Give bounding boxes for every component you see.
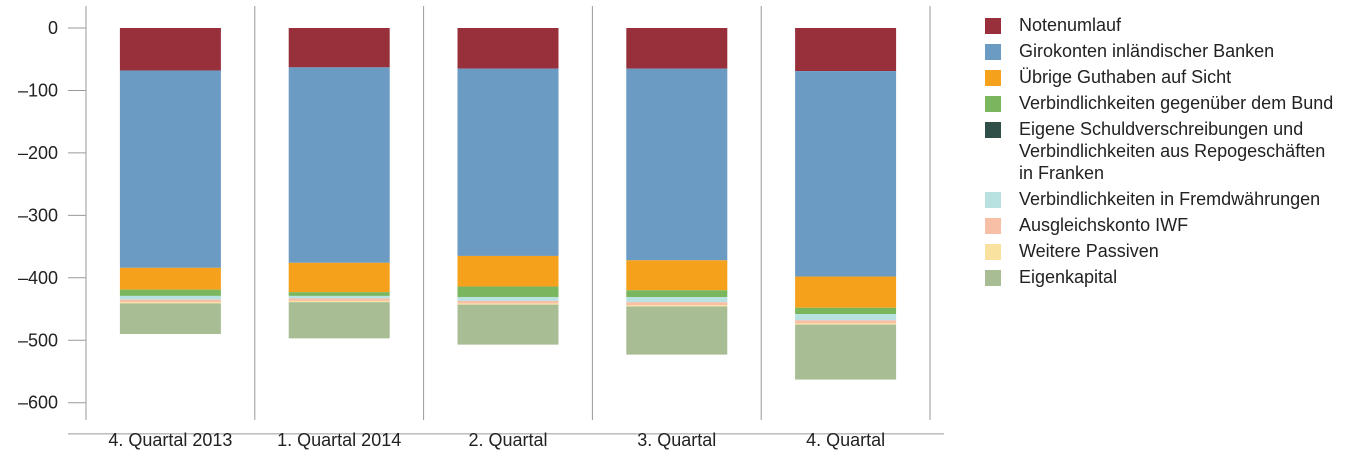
x-category-label: 4. Quartal 2013: [108, 430, 232, 450]
bar-segment: [626, 305, 728, 307]
legend-label: Ausgleichskonto IWF: [1019, 215, 1189, 235]
legend-item: Eigenkapital: [985, 266, 1335, 288]
legend-swatch: [985, 218, 1001, 234]
bar-segment: [795, 307, 897, 315]
legend-item: Übrige Guthaben auf Sicht: [985, 66, 1335, 88]
bar-segment: [626, 260, 728, 291]
y-tick-label: –400: [18, 268, 58, 288]
bar-segment: [119, 289, 221, 296]
legend-label: Weitere Passiven: [1019, 241, 1159, 261]
bar-segment: [288, 295, 390, 299]
legend-swatch: [985, 192, 1001, 208]
bar-segment: [288, 262, 390, 293]
x-category-label: 2. Quartal: [468, 430, 547, 450]
bar-segment: [795, 320, 897, 324]
legend-label: Übrige Guthaben auf Sicht: [1019, 67, 1232, 87]
legend-item: Eigene Schuldverschreibungen und Verbind…: [985, 118, 1335, 184]
y-tick-label: –200: [18, 143, 58, 163]
bars: [119, 28, 897, 380]
bar-segment: [288, 292, 390, 296]
legend-label: Verbindlichkeiten gegenüber dem Bund: [1019, 93, 1334, 113]
x-category-label: 3. Quartal: [637, 430, 716, 450]
legend-label: Girokonten inländischer Banken: [1019, 41, 1275, 61]
bar-segment: [119, 70, 221, 268]
legend: Notenumlauf Girokonten inländischer Banke…: [985, 14, 1335, 292]
legend-label: Notenumlauf: [1019, 15, 1122, 35]
y-tick-label: –500: [18, 330, 58, 350]
y-tick-label: –600: [18, 393, 58, 413]
bar-segment: [795, 314, 897, 321]
y-tick-label: 0: [48, 18, 58, 38]
bar-segment: [288, 300, 390, 303]
bar-segment: [119, 302, 221, 304]
bar-segment: [626, 302, 728, 306]
legend-swatch: [985, 270, 1001, 286]
legend-swatch: [985, 96, 1001, 112]
legend-label: Eigene Schuldverschreibungen und Verbind…: [1019, 119, 1326, 183]
x-category-label: 1. Quartal 2014: [277, 430, 401, 450]
bar-segment: [457, 68, 559, 256]
bar-segment: [795, 324, 897, 380]
bar-segment: [795, 28, 897, 72]
bar-segment: [457, 28, 559, 69]
y-tick-label: –100: [18, 80, 58, 100]
bar-segment: [457, 304, 559, 345]
bar-segment: [119, 303, 221, 335]
bar-segment: [626, 306, 728, 355]
legend-swatch: [985, 244, 1001, 260]
legend-swatch: [985, 122, 1001, 138]
bar-segment: [626, 290, 728, 298]
axes: 0 –100 –200 –300 –400 –500 –600 4. Quartal 2013…: [18, 18, 944, 450]
legend-item: Notenumlauf: [985, 14, 1335, 36]
bar-segment: [119, 267, 221, 290]
legend-item: Ausgleichskonto IWF: [985, 214, 1335, 236]
legend-item: Verbindlichkeiten in Fremdwährungen: [985, 188, 1335, 210]
bar-segment: [119, 299, 221, 303]
legend-swatch: [985, 44, 1001, 60]
bar-segment: [795, 276, 897, 308]
bar-segment: [288, 28, 390, 68]
bar-segment: [288, 298, 390, 301]
legend-item: Girokonten inländischer Banken: [985, 40, 1335, 62]
bar-segment: [626, 68, 728, 261]
y-tick-label: –300: [18, 205, 58, 225]
legend-swatch: [985, 70, 1001, 86]
bar-segment: [288, 67, 390, 263]
legend-item: Verbindlichkeiten gegenüber dem Bund: [985, 92, 1335, 114]
bar-segment: [795, 71, 897, 277]
legend-swatch: [985, 18, 1001, 34]
bar-segment: [795, 323, 897, 325]
grid-lines: [85, 6, 931, 420]
bar-segment: [457, 255, 559, 287]
bar-segment: [457, 300, 559, 304]
bar-segment: [119, 295, 221, 300]
bar-segment: [288, 302, 390, 339]
bar-segment: [457, 286, 559, 298]
bar-segment: [119, 28, 221, 71]
x-category-label: 4. Quartal: [806, 430, 885, 450]
legend-label: Eigenkapital: [1019, 267, 1118, 287]
legend-item: Weitere Passiven: [985, 240, 1335, 262]
stacked-bar-chart: 0 –100 –200 –300 –400 –500 –600 4. Quartal 2013…: [18, 6, 944, 450]
bar-segment: [626, 297, 728, 303]
legend-label: Verbindlichkeiten in Fremdwährungen: [1019, 189, 1321, 209]
bar-segment: [626, 28, 728, 69]
bar-segment: [457, 303, 559, 305]
bar-segment: [457, 297, 559, 301]
